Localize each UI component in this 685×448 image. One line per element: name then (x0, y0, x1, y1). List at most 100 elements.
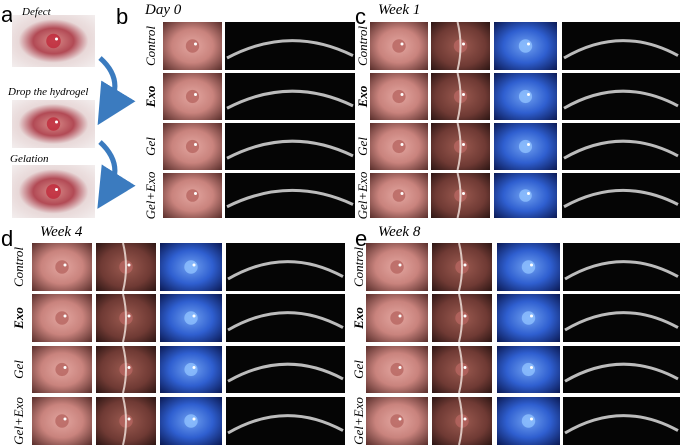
pupil (518, 89, 533, 104)
image (497, 294, 560, 342)
slit-beam (456, 21, 462, 71)
slit-beam (458, 242, 463, 292)
image (432, 242, 492, 292)
image (163, 73, 222, 120)
image (160, 243, 222, 291)
oct-background (225, 22, 355, 70)
image (431, 72, 490, 121)
reflection (63, 417, 67, 421)
pupil (392, 89, 406, 104)
pupil (392, 39, 406, 53)
reflection (400, 143, 404, 146)
oct-cornea (563, 188, 679, 209)
pupil (390, 260, 404, 274)
reflection (192, 366, 196, 369)
pupil (184, 414, 198, 428)
oct-background (563, 346, 680, 393)
slit-beam (122, 293, 127, 343)
arrow (97, 56, 136, 126)
oct-background (563, 397, 680, 445)
oct-cornea (563, 39, 679, 60)
image (562, 173, 680, 218)
image (366, 397, 428, 445)
image (563, 346, 680, 393)
row-label: Gel (351, 360, 366, 379)
slit-beam (122, 345, 127, 394)
oct-background (226, 397, 345, 445)
image (431, 21, 490, 71)
pupil (185, 89, 200, 104)
oct-background (225, 123, 355, 170)
pupil (46, 33, 61, 49)
pupil (185, 139, 200, 154)
image (366, 243, 428, 291)
image (32, 397, 92, 445)
reflection (463, 366, 467, 369)
pupil (521, 414, 536, 428)
slit-beam (458, 396, 463, 446)
row-label: Control (355, 26, 370, 66)
image (96, 242, 156, 292)
row-label: Exo (355, 85, 370, 108)
row-label: Gel (143, 137, 158, 156)
image (160, 397, 222, 445)
image (225, 123, 355, 170)
reflection (462, 42, 465, 46)
reflection (63, 263, 67, 267)
pupil (55, 362, 69, 377)
oct-cornea (564, 362, 679, 383)
image (497, 346, 560, 393)
slit-beam (456, 72, 462, 121)
oct-cornea (227, 260, 344, 281)
pupil (518, 139, 533, 154)
reflection (462, 192, 465, 195)
image (366, 294, 428, 342)
image (226, 397, 345, 445)
pupil (184, 260, 198, 274)
image (432, 293, 492, 343)
pupil (390, 414, 404, 428)
image (370, 173, 428, 218)
reflection (530, 417, 533, 421)
panel-title: Week 4 (40, 224, 83, 240)
image (163, 173, 222, 218)
row-label: Control (143, 26, 158, 66)
oct-background (226, 346, 345, 393)
panel-title: Week 1 (378, 2, 420, 18)
image (431, 122, 490, 171)
slit-beam (456, 172, 462, 219)
reflection (194, 143, 197, 146)
image (562, 73, 680, 120)
row-label: Control (11, 247, 26, 287)
image (163, 123, 222, 170)
oct-cornea (226, 89, 354, 110)
oct-background (562, 173, 680, 218)
image (12, 165, 95, 218)
reflection (194, 93, 197, 96)
image (562, 123, 680, 170)
pupil (55, 311, 69, 325)
reflection (127, 314, 131, 318)
oct-cornea (226, 139, 354, 160)
pupil (521, 260, 536, 274)
panel-title: Week 8 (378, 224, 421, 240)
row-label: Gel+Exo (143, 171, 158, 219)
oct-background (226, 294, 345, 342)
caption: Gelation (10, 153, 49, 165)
row-label: Exo (143, 85, 158, 108)
reflection (398, 417, 402, 421)
pupil (184, 311, 198, 325)
image (96, 293, 156, 343)
pupil (392, 139, 406, 154)
reflection (127, 417, 131, 421)
row-label: Control (351, 247, 366, 287)
image (226, 346, 345, 393)
row-label: Exo (11, 307, 26, 330)
reflection (398, 366, 402, 369)
oct-cornea (227, 362, 344, 383)
image (563, 294, 680, 342)
oct-background (563, 243, 680, 291)
pupil (46, 184, 61, 199)
pupil (55, 414, 69, 428)
